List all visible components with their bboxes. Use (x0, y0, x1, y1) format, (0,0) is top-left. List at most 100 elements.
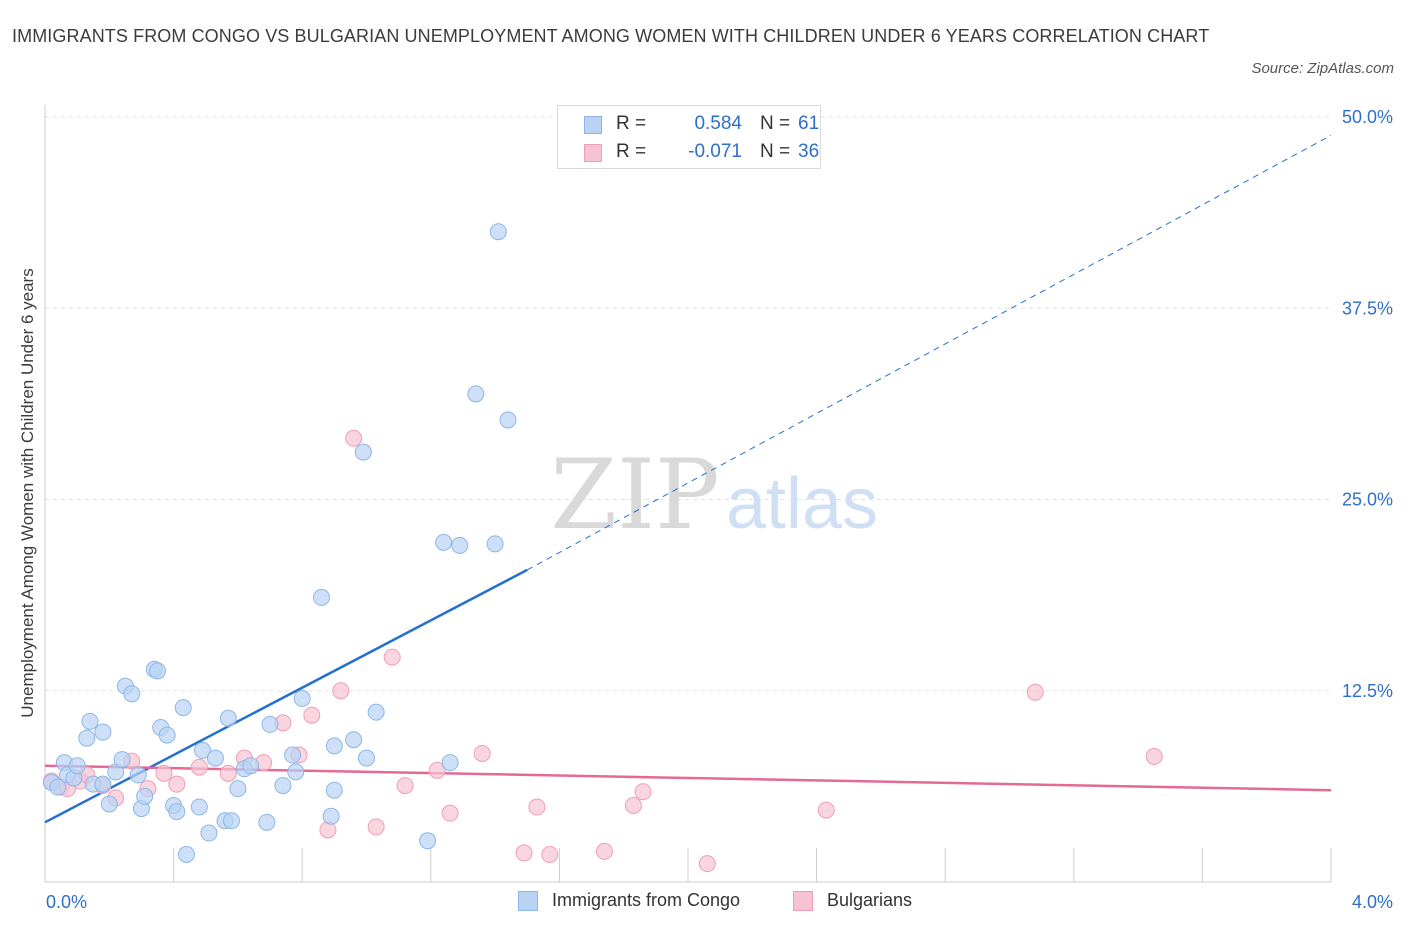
congo-point (100, 795, 118, 813)
r-label: R = (616, 113, 647, 134)
bulgarians-point (624, 797, 642, 814)
y-tick-label: 37.5% (1342, 298, 1393, 318)
congo-point (94, 723, 112, 741)
congo-point (242, 757, 260, 775)
congo-point (81, 712, 99, 730)
correlation-legend: R = 0.584 N = 61 R = -0.071 N = 36 (557, 105, 821, 169)
y-tick-label: 50.0% (1342, 107, 1393, 127)
bulgarians-swatch (793, 891, 813, 911)
congo-point (113, 751, 131, 769)
congo-point (123, 685, 141, 703)
congo-point (435, 533, 453, 551)
bulgarians-point (528, 798, 546, 816)
n-value: 61 (798, 113, 820, 134)
watermark: ZIP atlas (550, 439, 878, 551)
congo-point (168, 803, 186, 821)
bulgarians-point (367, 818, 385, 836)
bulgarians-point (541, 845, 559, 863)
congo-trend-extension (527, 134, 1332, 571)
source-label: Source: ZipAtlas.com (1251, 60, 1394, 77)
n-value: 36 (798, 141, 820, 162)
congo-point (486, 535, 504, 553)
bulgarians-point (396, 777, 414, 795)
congo-point (158, 726, 176, 744)
bulgarians-swatch (584, 144, 602, 162)
y-tick-label: 25.0% (1342, 490, 1393, 510)
n-label: N = (760, 113, 791, 134)
congo-point (345, 731, 363, 749)
congo-point (499, 411, 517, 429)
y-tick-labels: 12.5% 25.0% 37.5% 50.0% (1342, 107, 1393, 701)
bulgarians-point (303, 706, 321, 724)
bulgarians-point (345, 429, 363, 447)
congo-point (325, 737, 343, 755)
congo-trend-line (44, 568, 528, 824)
congo-point (136, 787, 154, 805)
r-value: -0.071 (688, 141, 742, 162)
bulgarians-point (332, 682, 350, 700)
congo-point (258, 813, 276, 831)
n-label: N = (760, 141, 791, 162)
congo-point (194, 741, 212, 759)
x-tick-label: 0.0% (46, 892, 87, 912)
congo-point (219, 709, 237, 727)
congo-point (190, 798, 208, 816)
bulgarians-point (219, 764, 237, 782)
congo-point (354, 443, 372, 461)
congo-point (467, 385, 485, 403)
congo-swatch (584, 116, 602, 134)
bulgarians-point (428, 761, 446, 779)
congo-point (261, 715, 279, 733)
chart-title: IMMIGRANTS FROM CONGO VS BULGARIAN UNEMP… (12, 26, 1210, 46)
legend-label: Immigrants from Congo (552, 890, 741, 910)
watermark-atlas: atlas (726, 464, 878, 544)
congo-point (206, 749, 224, 767)
congo-point (78, 729, 96, 747)
congo-point (312, 588, 330, 606)
bulgarians-point (515, 844, 533, 862)
congo-point (274, 777, 292, 795)
axes (44, 105, 1332, 883)
bulgarians-point (383, 648, 401, 666)
congo-points (42, 223, 517, 863)
bulgarians-point (441, 804, 459, 822)
congo-point (325, 781, 343, 799)
bulgarians-point (190, 758, 208, 776)
congo-point (177, 845, 195, 863)
watermark-zip: ZIP (550, 439, 719, 551)
bulgarians-point (1145, 748, 1163, 766)
congo-point (419, 832, 437, 850)
congo-point (441, 754, 459, 772)
x-tick-label: 4.0% (1352, 892, 1393, 912)
bulgarians-point (168, 775, 186, 793)
x-tick-labels: 0.0% 4.0% (46, 892, 1393, 912)
congo-point (68, 757, 86, 775)
congo-point (229, 780, 247, 798)
legend-label: Bulgarians (827, 890, 913, 910)
y-tick-label: 12.5% (1342, 681, 1393, 701)
congo-point (222, 812, 240, 830)
congo-point (149, 662, 167, 680)
congo-point (489, 223, 507, 241)
bulgarians-point (155, 764, 173, 782)
bulgarians-point (634, 783, 652, 801)
congo-point (293, 689, 311, 707)
congo-point (129, 766, 147, 784)
bulgarians-point (595, 842, 613, 860)
bulgarians-point (698, 855, 716, 873)
congo-swatch (518, 891, 538, 911)
grid-lines (45, 116, 1331, 692)
bulgarians-point (473, 744, 491, 762)
congo-point (284, 746, 302, 764)
congo-point (287, 763, 305, 781)
congo-point (174, 699, 192, 717)
congo-point (451, 536, 469, 554)
congo-point (322, 807, 340, 825)
r-value: 0.584 (694, 113, 742, 134)
congo-point (200, 824, 218, 842)
r-label: R = (616, 141, 647, 162)
congo-point (49, 778, 67, 796)
congo-point (358, 749, 375, 767)
bulgarians-point (817, 801, 835, 819)
